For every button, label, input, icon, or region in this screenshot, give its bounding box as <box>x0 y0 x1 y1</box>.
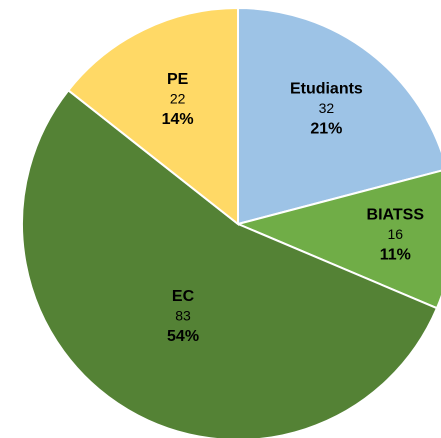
slice-name: PE <box>167 71 189 88</box>
slice-percent: 54% <box>167 328 199 345</box>
pie-slice <box>234 169 441 310</box>
slice-value: 16 <box>387 226 403 242</box>
slice-name: Etudiants <box>290 81 363 98</box>
slice-value: 32 <box>319 100 335 116</box>
slice-value: 22 <box>170 90 186 106</box>
slice-percent: 21% <box>310 121 342 138</box>
slice-name: BIATSS <box>367 207 425 224</box>
pie-slice <box>237 6 441 226</box>
slice-value: 83 <box>175 308 191 324</box>
slice-percent: 14% <box>162 111 194 128</box>
slice-percent: 11% <box>380 247 411 264</box>
pie-slice <box>66 6 239 227</box>
slice-name: EC <box>172 288 195 305</box>
pie-slice <box>21 88 439 438</box>
